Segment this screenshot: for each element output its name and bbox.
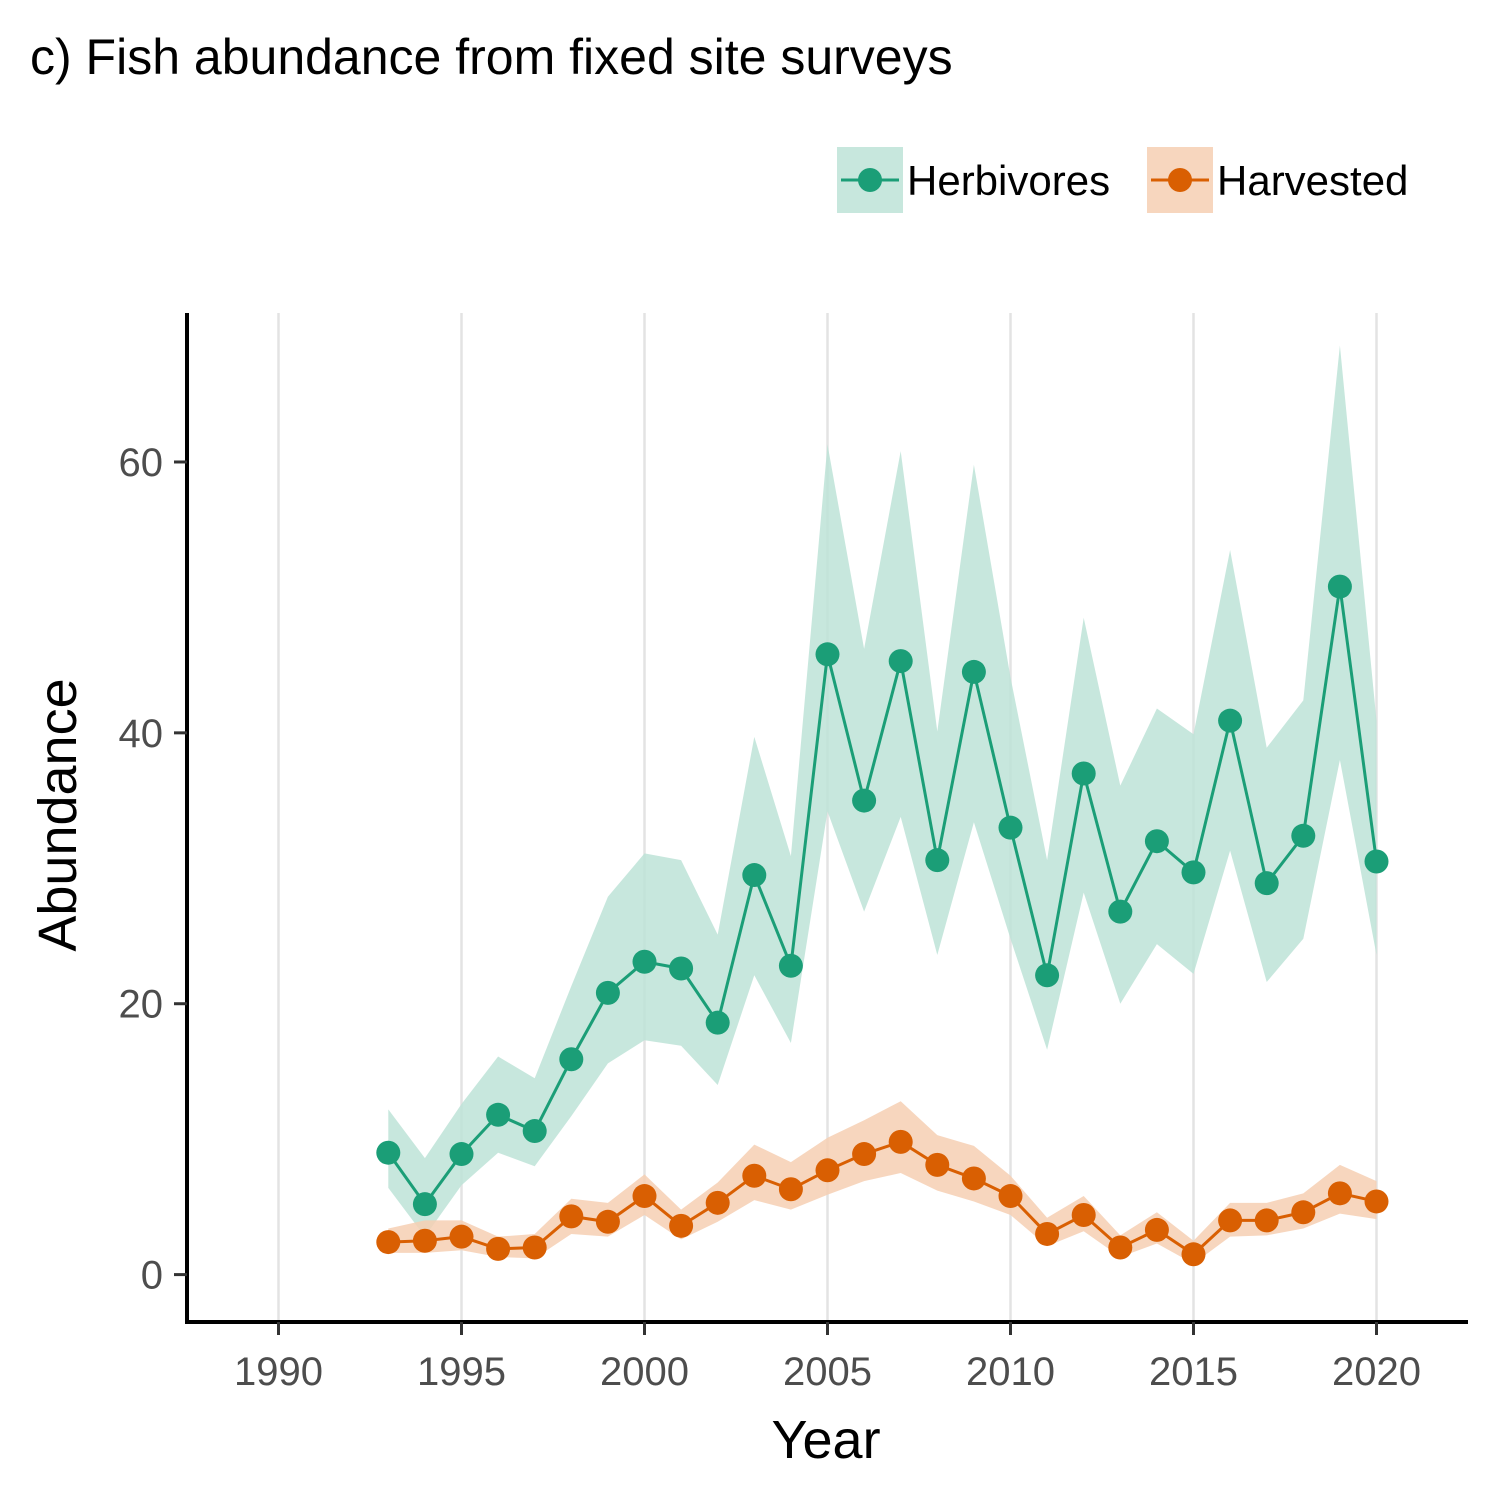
legend-item-herbivores: Herbivores <box>837 147 1110 213</box>
chart-title: c) Fish abundance from fixed site survey… <box>30 29 953 85</box>
point-herbivores-2013 <box>1108 899 1133 924</box>
x-tick-label-2020: 2020 <box>1332 1350 1421 1394</box>
point-herbivores-2011 <box>1035 963 1060 988</box>
point-herbivores-2009 <box>961 659 986 684</box>
y-tick-label-0: 0 <box>141 1254 163 1298</box>
y-axis-title: Abundance <box>28 678 88 951</box>
point-herbivores-2015 <box>1181 860 1206 885</box>
legend-item-harvested: Harvested <box>1147 147 1408 213</box>
x-tick-label-2015: 2015 <box>1149 1350 1238 1394</box>
series-points <box>376 574 1389 1267</box>
x-tick-label-2000: 2000 <box>600 1350 689 1394</box>
y-tick-label-40: 40 <box>119 712 164 756</box>
point-harvested-2003 <box>742 1163 767 1188</box>
point-harvested-2004 <box>778 1177 803 1202</box>
legend-key-point <box>1168 168 1192 192</box>
x-tick-label-2005: 2005 <box>783 1350 872 1394</box>
point-herbivores-1999 <box>595 980 620 1005</box>
point-herbivores-1993 <box>376 1140 401 1165</box>
point-harvested-1994 <box>412 1228 437 1253</box>
point-harvested-2001 <box>669 1213 694 1238</box>
point-herbivores-2000 <box>632 949 657 974</box>
point-herbivores-2003 <box>742 863 767 888</box>
point-harvested-2013 <box>1108 1235 1133 1260</box>
x-tick-label-1990: 1990 <box>234 1350 323 1394</box>
point-herbivores-2016 <box>1218 708 1243 733</box>
point-herbivores-2018 <box>1291 823 1316 848</box>
x-axis-title: Year <box>771 1410 880 1470</box>
point-harvested-1993 <box>376 1230 401 1255</box>
point-harvested-2016 <box>1218 1208 1243 1233</box>
point-harvested-2018 <box>1291 1200 1316 1225</box>
point-herbivores-2010 <box>998 815 1023 840</box>
point-herbivores-2002 <box>705 1010 730 1035</box>
axes: 0 20 40 60 1990 1995 2000 2005 2010 2015 2020 <box>119 313 1468 1394</box>
point-herbivores-2019 <box>1327 574 1352 599</box>
point-harvested-2014 <box>1144 1217 1169 1242</box>
point-harvested-1999 <box>595 1209 620 1234</box>
point-harvested-2012 <box>1071 1203 1096 1228</box>
point-herbivores-1998 <box>559 1047 584 1072</box>
legend: Herbivores Harvested <box>837 147 1408 213</box>
point-harvested-1996 <box>486 1236 511 1261</box>
point-harvested-2017 <box>1254 1208 1279 1233</box>
point-harvested-2011 <box>1035 1221 1060 1246</box>
line-herbivores <box>387 586 1378 1207</box>
point-herbivores-2008 <box>925 848 950 873</box>
x-tick-label-2010: 2010 <box>966 1350 1055 1394</box>
point-harvested-2015 <box>1181 1242 1206 1267</box>
point-herbivores-2006 <box>852 788 877 813</box>
point-harvested-2019 <box>1327 1181 1352 1206</box>
legend-label: Harvested <box>1217 157 1408 204</box>
point-harvested-2000 <box>632 1184 657 1209</box>
point-herbivores-2007 <box>888 649 913 674</box>
x-tick-label-1995: 1995 <box>417 1350 506 1394</box>
point-herbivores-1995 <box>449 1142 474 1167</box>
point-herbivores-2005 <box>815 642 840 667</box>
point-harvested-1998 <box>559 1204 584 1229</box>
point-harvested-1997 <box>522 1235 547 1260</box>
point-herbivores-1994 <box>412 1192 437 1217</box>
point-harvested-2020 <box>1364 1189 1389 1214</box>
point-harvested-2008 <box>925 1152 950 1177</box>
point-harvested-2006 <box>852 1142 877 1167</box>
point-herbivores-2017 <box>1254 871 1279 896</box>
line-harvested <box>388 1140 1377 1257</box>
point-harvested-2002 <box>705 1190 730 1215</box>
point-harvested-2007 <box>888 1129 913 1154</box>
point-herbivores-2020 <box>1364 849 1389 874</box>
legend-label: Herbivores <box>907 157 1110 204</box>
point-herbivores-2012 <box>1071 761 1096 786</box>
point-herbivores-2001 <box>669 956 694 981</box>
y-tick-label-20: 20 <box>119 983 164 1027</box>
point-herbivores-1997 <box>522 1119 547 1144</box>
ribbon-herbivores <box>388 345 1377 1237</box>
point-harvested-2010 <box>998 1184 1023 1209</box>
point-harvested-2009 <box>961 1166 986 1191</box>
y-tick-label-60: 60 <box>119 441 164 485</box>
point-harvested-1995 <box>449 1224 474 1249</box>
legend-key-point <box>858 168 882 192</box>
point-herbivores-2014 <box>1144 829 1169 854</box>
point-harvested-2005 <box>815 1158 840 1183</box>
point-herbivores-1996 <box>486 1102 511 1127</box>
series-lines <box>387 586 1378 1257</box>
point-herbivores-2004 <box>778 953 803 978</box>
